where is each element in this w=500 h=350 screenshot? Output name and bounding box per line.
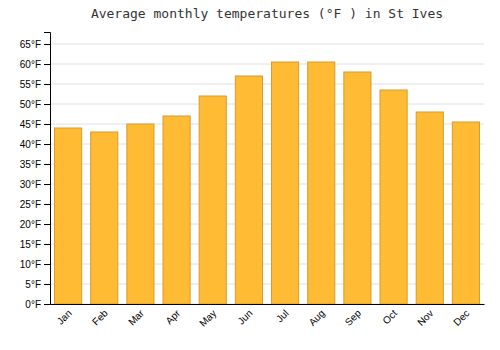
bars <box>55 62 480 304</box>
tick: 5°F <box>25 279 50 290</box>
tick: May <box>197 308 218 329</box>
y-axis: 0°F 5°F 10°F 15°F 20°F 25°F 30°F 35°F 40°F 45°F 50… <box>20 33 51 310</box>
tick-label: 55°F <box>20 79 41 90</box>
tick: 65°F <box>20 39 50 50</box>
tick-label: 50°F <box>20 99 41 110</box>
bar <box>91 132 118 304</box>
tick-mark <box>44 44 50 45</box>
bar <box>163 116 190 304</box>
tick-label: Jul <box>274 308 291 325</box>
tick-mark <box>44 84 50 85</box>
bar <box>452 122 479 304</box>
tick: 50°F <box>20 99 50 110</box>
tick: 25°F <box>20 199 50 210</box>
tick-mark <box>44 164 50 165</box>
tick-mark <box>44 104 50 105</box>
tick-label: Aug <box>307 308 327 328</box>
bar <box>199 96 226 304</box>
plot-area: 0°F 5°F 10°F 15°F 20°F 25°F 30°F 35°F 40°F 45°F 50… <box>20 33 485 329</box>
tick-label: Feb <box>90 307 110 327</box>
tick-label: 45°F <box>20 119 41 130</box>
tick-label: Jan <box>55 308 74 327</box>
tick: Jan <box>55 308 74 327</box>
tick-mark <box>44 144 50 145</box>
axis-line <box>44 33 51 305</box>
tick-label: 5°F <box>25 279 41 290</box>
bar <box>235 76 262 304</box>
tick: 45°F <box>20 119 50 130</box>
tick-label: Oct <box>380 307 399 326</box>
tick-mark <box>44 184 50 185</box>
tick: Jul <box>274 308 291 325</box>
tick: 35°F <box>20 159 50 170</box>
grid-line <box>50 64 484 65</box>
tick: Feb <box>90 307 110 327</box>
tick: 10°F <box>20 259 50 270</box>
tick-mark <box>44 264 50 265</box>
bar <box>55 128 82 304</box>
tick: 40°F <box>20 139 50 150</box>
tick-label: Nov <box>415 308 435 328</box>
title: Average monthly temperatures (°F ) in St… <box>91 6 443 21</box>
bar <box>127 124 154 304</box>
tick: Aug <box>307 308 327 328</box>
tick: Jun <box>235 308 254 327</box>
tick: 30°F <box>20 179 50 190</box>
tick-label: 40°F <box>20 139 41 150</box>
tick-label: May <box>197 308 218 329</box>
tick-label: 10°F <box>20 259 41 270</box>
tick-label: Sep <box>343 307 364 328</box>
tick-label: Mar <box>126 307 146 327</box>
tick-label: 25°F <box>20 199 41 210</box>
bar <box>416 112 443 304</box>
grid-line <box>50 84 484 85</box>
grid-line <box>50 44 484 45</box>
tick: Sep <box>343 307 364 328</box>
tick: 20°F <box>20 219 50 230</box>
tick-label: 65°F <box>20 39 41 50</box>
tick: Dec <box>451 308 471 328</box>
bar <box>344 72 371 304</box>
bar <box>272 62 299 304</box>
tick-label: Apr <box>163 307 182 326</box>
tick-mark <box>44 224 50 225</box>
tick-label: Dec <box>451 308 471 328</box>
tick-label: 35°F <box>20 159 41 170</box>
tick-label: 15°F <box>20 239 41 250</box>
tick-mark <box>44 64 50 65</box>
x-axis: Jan Feb Mar Apr May Jun Jul Aug Sep Oct Nov Dec <box>51 305 485 329</box>
tick: Oct <box>380 307 399 326</box>
tick-mark <box>44 124 50 125</box>
tick-label: 30°F <box>20 179 41 190</box>
tick: Nov <box>415 308 435 328</box>
tick: Mar <box>126 307 146 327</box>
grid-line <box>50 104 484 105</box>
tick-label: 0°F <box>25 299 41 310</box>
grid <box>50 44 484 304</box>
chart-root: 0°F 5°F 10°F 15°F 20°F 25°F 30°F 35°F 40°F 45°F 50… <box>0 0 500 350</box>
tick: 15°F <box>20 239 50 250</box>
tick: Apr <box>163 307 182 326</box>
bar <box>308 62 335 304</box>
tick-mark <box>44 284 50 285</box>
tick-label: Jun <box>235 308 254 327</box>
tick-mark <box>44 244 50 245</box>
bar <box>380 90 407 304</box>
tick: 55°F <box>20 79 50 90</box>
tick-mark <box>44 204 50 205</box>
tick-label: 60°F <box>20 59 41 70</box>
tick: 60°F <box>20 59 50 70</box>
tick-mark <box>44 304 50 305</box>
axis-line <box>51 304 485 305</box>
tick-label: 20°F <box>20 219 41 230</box>
tick: 0°F <box>25 299 50 310</box>
